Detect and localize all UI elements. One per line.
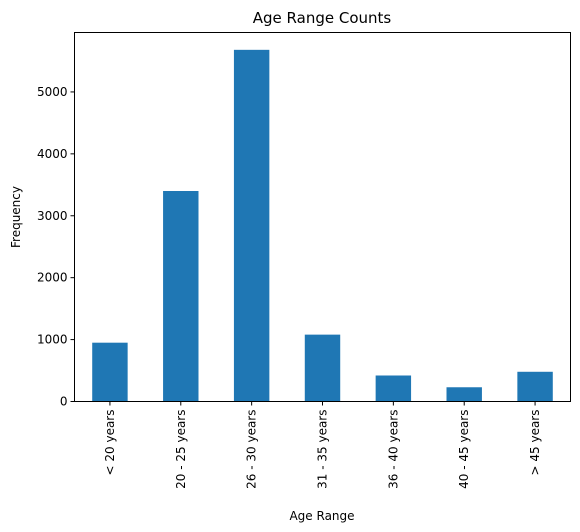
y-axis: 0 1000 2000 3000 4000 5000 xyxy=(37,85,75,409)
y-tick-label: 2000 xyxy=(37,271,68,285)
bars-layer xyxy=(92,49,553,402)
x-tick-label: 31 - 35 years xyxy=(316,410,330,489)
x-tick-label: 20 - 25 years xyxy=(174,410,188,489)
x-tick-label: 40 - 45 years xyxy=(457,410,471,489)
x-tick-label: 36 - 40 years xyxy=(386,410,400,489)
x-tick-label: < 20 years xyxy=(103,410,117,476)
y-tick-label: 3000 xyxy=(37,209,68,223)
x-axis-label: Age Range xyxy=(289,509,354,523)
y-tick-label: 1000 xyxy=(37,333,68,347)
y-axis-label: Frequency xyxy=(9,186,23,248)
bar xyxy=(517,371,553,402)
bar xyxy=(446,387,482,402)
y-tick-label: 5000 xyxy=(37,85,68,99)
y-tick-label: 4000 xyxy=(37,147,68,161)
bar xyxy=(304,334,341,402)
bar xyxy=(92,342,128,402)
bar xyxy=(163,190,199,402)
chart-title: Age Range Counts xyxy=(253,9,392,27)
x-tick-label: > 45 years xyxy=(528,410,542,476)
bar xyxy=(233,49,270,402)
x-tick-label: 26 - 30 years xyxy=(245,410,259,489)
bar xyxy=(375,375,412,402)
y-tick-label: 0 xyxy=(60,395,68,409)
x-axis: < 20 years 20 - 25 years 26 - 30 years 31 -… xyxy=(103,401,542,489)
